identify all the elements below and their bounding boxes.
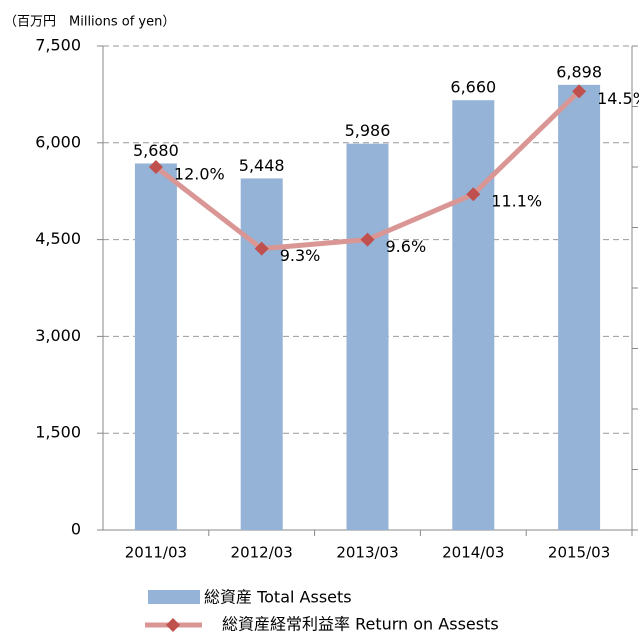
line-marker xyxy=(148,160,163,174)
y-tick-label: 7,500 xyxy=(35,36,81,55)
bar-value-label: 5,448 xyxy=(239,156,285,175)
line-value-label: 11.1% xyxy=(491,192,542,211)
bar-value-label: 6,898 xyxy=(556,62,602,81)
bar-value-label: 5,986 xyxy=(345,121,391,140)
line-marker xyxy=(572,84,587,99)
y-tick-label: 4,500 xyxy=(35,229,81,248)
bar xyxy=(452,100,495,530)
legend-swatch xyxy=(148,590,200,604)
y-tick-label: 1,500 xyxy=(35,423,81,442)
y-tick-label: 6,000 xyxy=(35,132,81,151)
bar xyxy=(240,178,283,530)
line-marker xyxy=(466,187,481,202)
bar xyxy=(558,84,601,531)
line-value-label: 9.3% xyxy=(280,246,321,265)
y-tick-label: 3,000 xyxy=(35,326,81,345)
legend-marker xyxy=(166,618,180,632)
x-tick-label: 2011/03 xyxy=(125,544,187,562)
x-tick-label: 2015/03 xyxy=(548,544,610,562)
bar-value-label: 6,660 xyxy=(450,78,496,97)
legend-label: 総資産経常利益率 Return on Assests xyxy=(222,615,499,634)
line-marker xyxy=(360,232,375,247)
bar xyxy=(346,143,389,530)
line-value-label: 14.5% xyxy=(597,89,639,108)
legend-label: 総資産 Total Assets xyxy=(204,588,352,607)
x-tick-label: 2012/03 xyxy=(231,544,293,562)
line-marker xyxy=(254,241,269,256)
y-axis-title: （百万円 Millions of yen） xyxy=(4,15,175,30)
line-value-label: 12.0% xyxy=(174,165,225,184)
bar-value-label: 5,680 xyxy=(133,141,179,160)
bar xyxy=(134,163,177,530)
x-tick-label: 2014/03 xyxy=(442,544,504,562)
line-value-label: 9.6% xyxy=(386,237,427,256)
x-tick-label: 2013/03 xyxy=(336,544,398,562)
y-tick-label: 0 xyxy=(71,520,81,539)
